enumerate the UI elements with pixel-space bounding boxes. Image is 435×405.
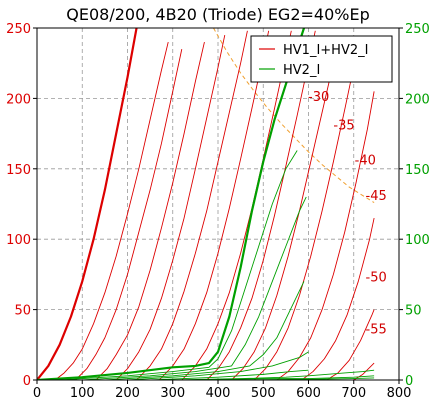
x-tick-label-500: 500 (251, 386, 276, 401)
y-left-tick-label-250: 250 (6, 22, 31, 37)
curve-labels: -0-30-35-40-45-50-55 (285, 65, 387, 338)
total-current-curve-4 (115, 34, 226, 380)
curve-label-5: -50 (366, 270, 387, 285)
y-right-tick-label-250: 250 (405, 22, 430, 37)
total-current-curve-9 (231, 63, 334, 380)
total-current-curve-10 (253, 56, 357, 380)
total-current-curve-3 (95, 41, 205, 380)
axis-ticks: 0 100 200 300 400 500 600 700 800050100150200250… (6, 22, 430, 401)
plot-curves (37, 28, 375, 380)
x-tick-label-400: 400 (206, 386, 231, 401)
y-left-tick-label-200: 200 (6, 92, 31, 107)
total-current-curve-0 (37, 28, 138, 380)
y-right-tick-label-150: 150 (405, 163, 430, 178)
curve-label-3: -40 (355, 154, 376, 169)
total-current-curve-12 (301, 217, 375, 380)
total-current-curve-2 (75, 49, 183, 380)
screen-current-curve-5 (150, 369, 309, 380)
curve-label-4: -45 (366, 189, 387, 204)
screen-current-curve-7 (195, 375, 375, 380)
total-current-curve-1 (54, 41, 169, 380)
screen-current-curve-6 (172, 369, 375, 380)
screen-current-curve-1 (59, 150, 298, 380)
x-tick-label-800: 800 (387, 386, 412, 401)
y-right-tick-label-200: 200 (405, 92, 430, 107)
legend: HV1_I+HV2_I HV2_I (250, 35, 393, 83)
curve-label-1: -30 (308, 90, 329, 105)
total-current-curve-5 (136, 30, 248, 380)
total-current-curve-13 (326, 309, 375, 380)
x-tick-label-200: 200 (115, 386, 140, 401)
curve-label-6: -55 (366, 323, 387, 338)
legend-label-0: HV1_I+HV2_I (283, 43, 368, 58)
y-right-tick-label-100: 100 (405, 233, 430, 248)
screen-current-curve-4 (127, 351, 309, 380)
total-current-curve-6 (158, 30, 270, 380)
y-right-tick-label-0: 0 (405, 374, 413, 389)
x-tick-label-100: 100 (70, 386, 95, 401)
screen-current-curve-2 (82, 196, 307, 380)
total-current-curve-11 (276, 91, 375, 380)
legend-label-1: HV2_I (283, 63, 320, 78)
curve-label-2: -35 (333, 118, 354, 133)
x-tick-label-600: 600 (296, 386, 321, 401)
screen-current-curve-0 (37, 28, 306, 380)
y-left-tick-label-50: 50 (14, 304, 31, 319)
total-current-curve-7 (181, 30, 292, 380)
total-current-curve-8 (206, 30, 316, 380)
y-left-tick-label-0: 0 (23, 374, 31, 389)
y-left-tick-label-150: 150 (6, 163, 31, 178)
screen-current-curve-3 (104, 281, 305, 380)
grid-lines (37, 28, 399, 380)
chart-title: QE08/200, 4B20 (Triode) EG2=40%Ep (66, 5, 370, 24)
power-limit-curve (213, 28, 375, 204)
y-left-tick-label-100: 100 (6, 233, 31, 248)
legend-box (250, 35, 393, 83)
x-tick-label-300: 300 (160, 386, 185, 401)
y-right-tick-label-50: 50 (405, 304, 422, 319)
x-tick-label-0: 0 (33, 386, 41, 401)
x-tick-label-700: 700 (341, 386, 366, 401)
